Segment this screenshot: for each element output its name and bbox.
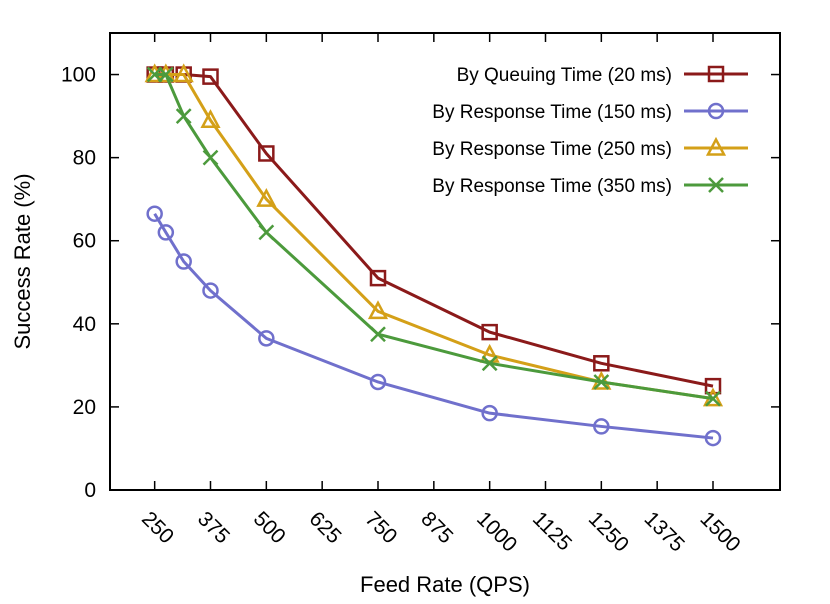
marker-stroke xyxy=(370,326,386,343)
series-line xyxy=(153,212,714,440)
legend-item: By Response Time (350 ms) xyxy=(432,176,748,197)
x-tick-label: 1500 xyxy=(695,507,744,556)
marker-stroke xyxy=(481,355,498,372)
data-point xyxy=(593,355,610,372)
marker-stroke xyxy=(202,149,219,166)
data-point xyxy=(200,109,221,128)
legend-item: By Response Time (250 ms) xyxy=(432,136,748,160)
data-point xyxy=(173,63,194,83)
series-line xyxy=(154,73,714,401)
y-tick-label: 40 xyxy=(73,313,96,336)
data-point xyxy=(157,66,174,83)
y-tick-label: 100 xyxy=(61,64,96,87)
legend-item: By Response Time (150 ms) xyxy=(432,102,748,123)
data-point xyxy=(202,282,219,299)
series-3 xyxy=(144,63,724,407)
x-tick-label: 500 xyxy=(249,507,290,548)
marker-stroke xyxy=(705,390,721,407)
data-point xyxy=(175,253,192,270)
x-tick-label: 250 xyxy=(137,507,178,548)
x-tick-label: 625 xyxy=(305,507,346,548)
data-point xyxy=(479,343,500,363)
data-point xyxy=(481,355,498,372)
axes: 250 375 500 625 750 875 1000 1125 1250 1375 1500 0 2… xyxy=(61,33,780,557)
y-tick-label: 60 xyxy=(73,230,96,253)
marker-stroke xyxy=(708,177,724,193)
legend-marker xyxy=(705,136,727,156)
legend: By Queuing Time (20 ms) By Response Time … xyxy=(432,65,748,197)
data-point xyxy=(704,377,722,395)
data-point xyxy=(202,149,219,166)
legend-marker xyxy=(707,65,725,83)
data-point xyxy=(157,224,175,241)
plot-frame xyxy=(109,32,781,491)
data-point xyxy=(258,330,275,347)
marker-stroke xyxy=(157,66,174,83)
x-tick-label: 750 xyxy=(360,507,401,548)
legend-marker xyxy=(708,177,724,193)
data-point xyxy=(175,108,192,124)
plot-area xyxy=(144,63,724,447)
series-4 xyxy=(146,66,721,407)
data-point xyxy=(256,188,277,207)
data-point xyxy=(369,373,387,391)
x-axis-title: Feed Rate (QPS) xyxy=(360,572,530,597)
legend-label: By Response Time (150 ms) xyxy=(432,102,672,123)
marker-stroke xyxy=(146,66,163,83)
y-tick-label: 80 xyxy=(73,147,96,170)
x-tick-label: 375 xyxy=(193,507,234,548)
x-tick-label: 1375 xyxy=(640,507,689,556)
data-point xyxy=(146,205,163,222)
legend-label: By Response Time (350 ms) xyxy=(432,176,672,197)
y-tick-label: 20 xyxy=(73,396,96,419)
x-tick-label: 1250 xyxy=(584,507,633,556)
data-point xyxy=(367,300,389,320)
data-point xyxy=(369,269,387,287)
legend-label: By Queuing Time (20 ms) xyxy=(457,65,672,86)
legend-marker xyxy=(707,102,725,120)
data-point xyxy=(705,390,721,407)
marker-stroke xyxy=(175,108,192,124)
legend-label: By Response Time (250 ms) xyxy=(432,139,672,160)
data-point xyxy=(370,326,386,343)
data-point xyxy=(146,66,163,83)
data-point xyxy=(258,145,275,162)
data-point xyxy=(481,323,498,341)
marker-stroke xyxy=(593,374,610,390)
data-point xyxy=(593,418,610,435)
marker-stroke xyxy=(258,224,275,241)
y-tick-label: 0 xyxy=(84,479,96,502)
x-tick-label: 875 xyxy=(416,507,457,548)
y-axis-title: Success Rate (%) xyxy=(10,173,35,349)
data-point xyxy=(481,404,498,422)
series-2 xyxy=(146,205,722,447)
data-point xyxy=(202,68,219,85)
x-tick-label: 1125 xyxy=(528,507,576,555)
data-point xyxy=(258,224,275,241)
legend-item: By Queuing Time (20 ms) xyxy=(457,65,748,86)
series-line xyxy=(154,73,714,401)
x-tick-label: 1000 xyxy=(472,507,521,556)
data-point xyxy=(704,429,722,447)
data-point xyxy=(593,374,610,390)
